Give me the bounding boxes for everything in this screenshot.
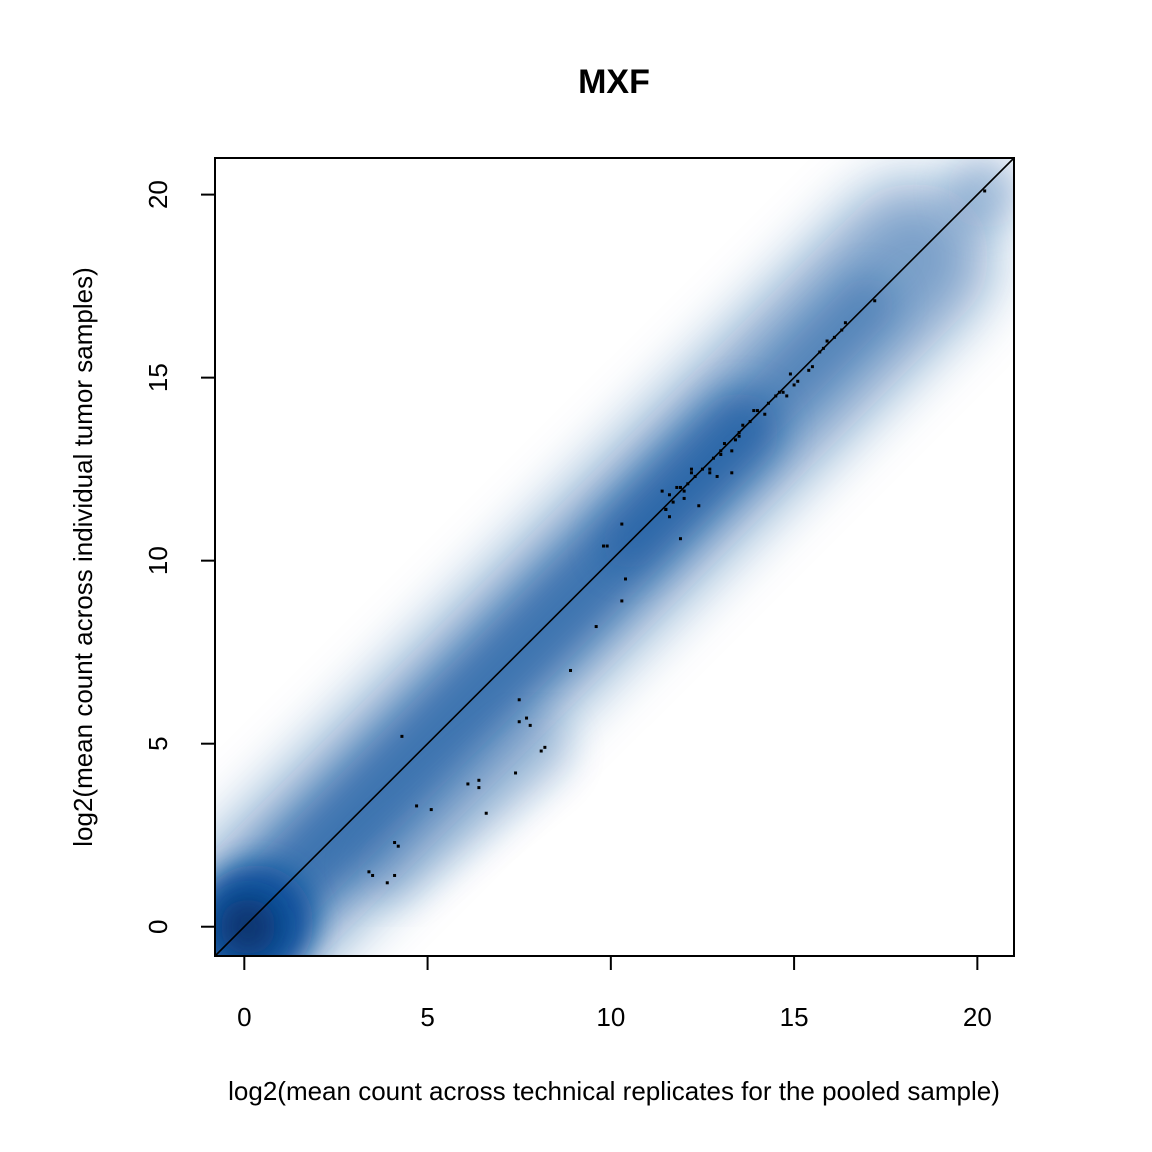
x-axis: 0 5 10 15 20 bbox=[237, 955, 992, 1032]
data-point bbox=[719, 453, 723, 457]
data-point bbox=[708, 471, 712, 475]
data-point bbox=[693, 474, 697, 478]
data-point bbox=[785, 394, 789, 398]
y-tick-label: 15 bbox=[143, 363, 173, 392]
data-point bbox=[763, 412, 767, 416]
x-tick-label: 5 bbox=[420, 1002, 434, 1032]
chart-title: MXF bbox=[578, 63, 650, 101]
data-point bbox=[825, 339, 829, 343]
x-tick-label: 0 bbox=[237, 1002, 251, 1032]
data-point bbox=[821, 346, 825, 350]
data-point bbox=[737, 431, 741, 435]
data-point bbox=[477, 778, 481, 782]
data-point bbox=[843, 321, 847, 325]
y-tick-label: 5 bbox=[143, 736, 173, 750]
y-tick-label: 0 bbox=[143, 919, 173, 933]
data-point bbox=[686, 482, 690, 486]
data-point bbox=[678, 537, 682, 541]
data-point bbox=[594, 625, 598, 629]
identity-reference-line bbox=[214, 157, 1015, 957]
data-points bbox=[367, 189, 987, 885]
data-point bbox=[766, 401, 770, 405]
data-point bbox=[514, 771, 518, 775]
data-point bbox=[660, 489, 664, 493]
data-point bbox=[477, 786, 481, 790]
data-point bbox=[722, 442, 726, 446]
data-point bbox=[730, 449, 734, 453]
density-offband bbox=[355, 716, 573, 904]
data-point bbox=[569, 668, 573, 672]
data-point bbox=[415, 804, 419, 808]
data-point bbox=[748, 420, 752, 424]
y-tick-label: 20 bbox=[143, 180, 173, 209]
data-point bbox=[466, 782, 470, 786]
data-point bbox=[733, 438, 737, 442]
data-point bbox=[667, 515, 671, 519]
data-point bbox=[539, 749, 543, 753]
data-point bbox=[429, 808, 433, 812]
data-point bbox=[810, 365, 814, 369]
data-point bbox=[675, 485, 679, 489]
data-point bbox=[719, 449, 723, 453]
data-point bbox=[700, 467, 704, 471]
data-point bbox=[367, 870, 371, 874]
data-point bbox=[525, 716, 529, 720]
data-point bbox=[737, 434, 741, 438]
data-point bbox=[689, 467, 693, 471]
data-point bbox=[393, 841, 397, 845]
density-core-dark bbox=[219, 898, 276, 955]
y-axis-label: log2(mean count across individual tumor … bbox=[68, 267, 98, 847]
x-tick-label: 20 bbox=[963, 1002, 992, 1032]
data-point bbox=[755, 409, 759, 413]
data-point bbox=[682, 489, 686, 493]
data-point bbox=[602, 544, 606, 548]
data-point bbox=[711, 456, 715, 460]
data-point bbox=[667, 493, 671, 497]
data-point bbox=[623, 577, 627, 581]
data-point bbox=[678, 485, 682, 489]
data-point bbox=[620, 599, 624, 603]
data-point bbox=[781, 390, 785, 394]
data-point bbox=[752, 409, 756, 413]
data-point bbox=[528, 723, 532, 727]
y-axis: 0 5 10 15 20 bbox=[143, 180, 216, 934]
data-point bbox=[697, 504, 701, 508]
data-point bbox=[393, 873, 397, 877]
data-point bbox=[832, 335, 836, 339]
x-tick-label: 15 bbox=[780, 1002, 809, 1032]
data-point bbox=[774, 394, 778, 398]
data-point bbox=[385, 881, 389, 885]
data-point bbox=[400, 734, 404, 738]
x-axis-label: log2(mean count across technical replica… bbox=[228, 1076, 1000, 1106]
data-point bbox=[517, 720, 521, 724]
data-point bbox=[796, 379, 800, 383]
data-point bbox=[708, 467, 712, 471]
data-point bbox=[671, 500, 675, 504]
data-point bbox=[620, 522, 624, 526]
y-tick-label: 10 bbox=[143, 546, 173, 575]
data-point bbox=[873, 299, 877, 303]
data-point bbox=[371, 873, 375, 877]
data-point bbox=[983, 189, 987, 193]
data-point bbox=[664, 507, 668, 511]
data-point bbox=[792, 383, 796, 387]
data-point bbox=[689, 471, 693, 475]
data-point bbox=[840, 328, 844, 332]
data-point bbox=[818, 350, 822, 354]
data-point bbox=[788, 372, 792, 376]
data-point bbox=[741, 423, 745, 427]
data-point bbox=[543, 745, 547, 749]
x-tick-label: 10 bbox=[596, 1002, 625, 1032]
data-point bbox=[605, 544, 609, 548]
data-point bbox=[396, 844, 400, 848]
data-point bbox=[517, 698, 521, 702]
data-point bbox=[807, 368, 811, 372]
data-point bbox=[715, 474, 719, 478]
data-point bbox=[777, 390, 781, 394]
data-point bbox=[682, 496, 686, 500]
data-point bbox=[730, 471, 734, 475]
data-point bbox=[484, 811, 488, 815]
